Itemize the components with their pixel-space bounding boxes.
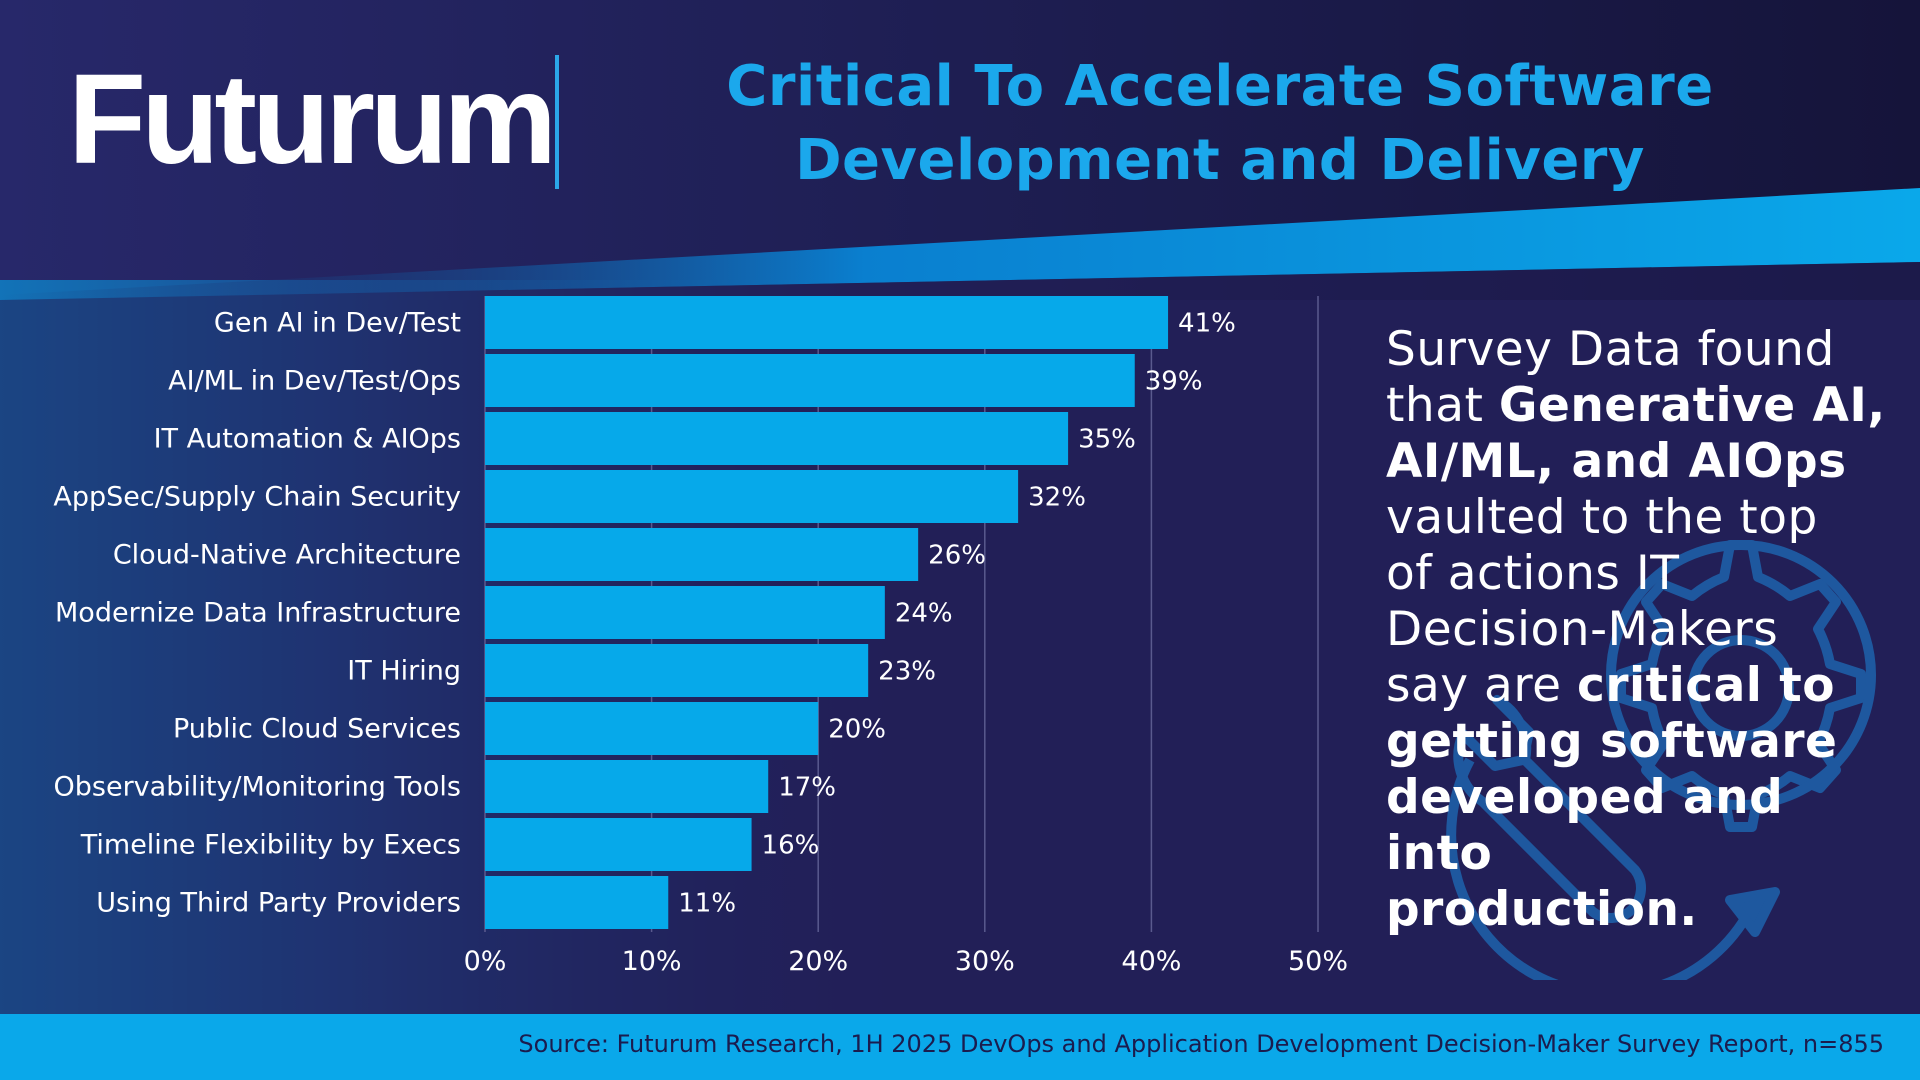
logo-divider — [555, 55, 559, 189]
body-overlay — [0, 262, 1920, 1020]
summary-text: Survey Data found that Generative AI, AI… — [1386, 322, 1906, 938]
footer-bar: Source: Futurum Research, 1H 2025 DevOps… — [0, 1014, 1920, 1080]
x-tick-label: 30% — [955, 946, 1015, 977]
title-line-2: Development and Delivery — [795, 128, 1645, 193]
bar — [485, 528, 919, 581]
summary-line-10: production. — [1386, 882, 1698, 937]
x-tick-label: 10% — [622, 946, 682, 977]
x-tick-label: 50% — [1288, 946, 1348, 977]
value-label: 17% — [778, 773, 836, 803]
title-line-1: Critical To Accelerate Software — [726, 54, 1714, 119]
accent-band — [0, 188, 1920, 300]
summary-line-6: Decision-Makers — [1386, 602, 1779, 657]
bar — [485, 296, 1169, 349]
category-label: IT Hiring — [347, 656, 461, 687]
value-label: 32% — [1028, 483, 1086, 513]
summary-line-4: vaulted to the top — [1386, 490, 1818, 545]
summary-line-5: of actions IT — [1386, 546, 1680, 601]
category-label: AI/ML in Dev/Test/Ops — [168, 366, 461, 397]
summary-line-2b: Generative AI, — [1498, 378, 1886, 433]
bar-chart: 0% 10% 20% 30% 40% 50% Gen AI in Dev/Test 41% AI… — [53, 296, 1348, 978]
value-label: 24% — [895, 599, 953, 629]
summary-line-2a: that — [1386, 378, 1499, 433]
value-label: 35% — [1078, 425, 1136, 455]
summary-line-3: AI/ML, and AIOps — [1386, 434, 1847, 489]
bar — [485, 760, 769, 813]
category-label: Cloud-Native Architecture — [113, 540, 461, 571]
summary-line-7b: critical to — [1577, 658, 1836, 713]
bar — [485, 818, 752, 871]
page-title: Critical To Accelerate Software Developm… — [680, 50, 1760, 198]
value-label: 16% — [762, 831, 820, 861]
bar — [485, 702, 819, 755]
bars — [485, 296, 1169, 929]
x-tick-label: 20% — [788, 946, 848, 977]
category-label: Using Third Party Providers — [96, 888, 461, 919]
summary-line-1: Survey Data found — [1386, 322, 1835, 377]
source-citation: Source: Futurum Research, 1H 2025 DevOps… — [518, 1030, 1884, 1058]
category-label: AppSec/Supply Chain Security — [53, 482, 461, 513]
bar — [485, 876, 669, 929]
value-label: 11% — [678, 889, 736, 919]
category-label: Modernize Data Infrastructure — [55, 598, 461, 629]
category-label: Observability/Monitoring Tools — [54, 772, 461, 803]
category-label: Timeline Flexibility by Execs — [80, 830, 461, 861]
category-label: Gen AI in Dev/Test — [214, 308, 461, 339]
summary-line-7a: say are — [1386, 658, 1577, 713]
bar — [485, 644, 869, 697]
bar — [485, 470, 1019, 523]
x-tick-label: 40% — [1121, 946, 1181, 977]
value-label: 26% — [928, 541, 986, 571]
value-label: 23% — [878, 657, 936, 687]
value-label: 39% — [1145, 367, 1203, 397]
value-label: 20% — [828, 715, 886, 745]
summary-line-8: getting software — [1386, 714, 1838, 769]
value-label: 41% — [1178, 309, 1236, 339]
bar — [485, 586, 885, 639]
x-tick-label: 0% — [464, 946, 507, 977]
futurum-logo: Futurum — [68, 48, 557, 191]
bar — [485, 354, 1135, 407]
gear-wrench-icon — [1446, 540, 1876, 980]
category-label: IT Automation & AIOps — [154, 424, 461, 455]
bar — [485, 412, 1069, 465]
labels: 0% 10% 20% 30% 40% 50% Gen AI in Dev/Test 41% AI… — [53, 308, 1348, 978]
summary-line-9: developed and into — [1386, 770, 1784, 881]
category-label: Public Cloud Services — [173, 714, 461, 745]
